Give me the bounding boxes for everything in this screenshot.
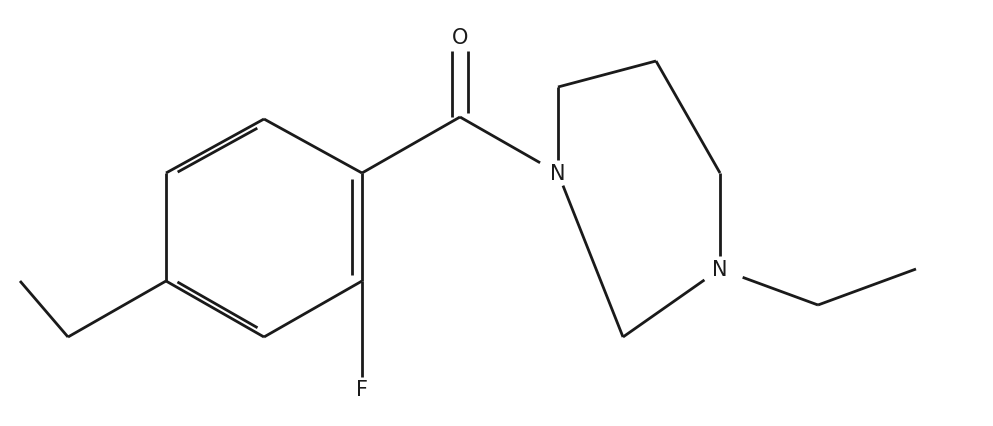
- Text: O: O: [452, 28, 468, 48]
- Text: N: N: [550, 164, 566, 184]
- Text: F: F: [356, 379, 368, 399]
- Text: N: N: [712, 259, 728, 279]
